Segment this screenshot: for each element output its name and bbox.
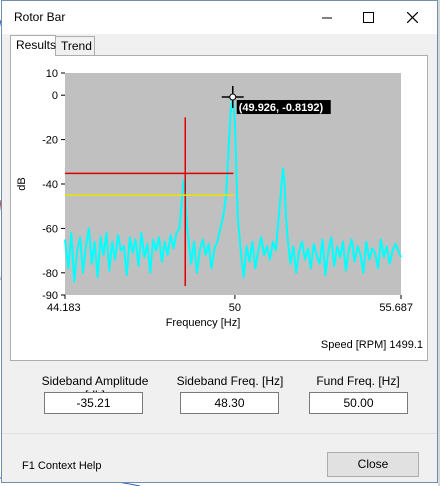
peak-marker bbox=[229, 93, 237, 101]
x-tick-label: 44.183 bbox=[47, 302, 81, 314]
y-tick-label: -20 bbox=[42, 135, 58, 147]
y-tick-label: 0 bbox=[52, 90, 58, 102]
maximize-button[interactable] bbox=[346, 1, 390, 34]
y-tick-label: -60 bbox=[42, 223, 58, 235]
context-help-text: F1 Context Help bbox=[22, 460, 102, 472]
close-window-button[interactable] bbox=[390, 1, 434, 34]
maximize-icon bbox=[362, 12, 374, 23]
title-bar: Rotor Bar bbox=[2, 1, 437, 34]
sideband-freq-field[interactable]: 48.30 bbox=[180, 392, 279, 414]
results-panel: 10 0 -20 -40 -60 -80 -90 44.183 50 55.687 Frequenc… bbox=[10, 55, 428, 361]
x-tick-label: 50 bbox=[229, 302, 241, 314]
tab-results[interactable]: Results bbox=[10, 35, 56, 56]
tab-trend[interactable]: Trend bbox=[55, 36, 95, 55]
speed-readout: Speed [RPM] 1499.1 bbox=[320, 339, 423, 351]
minimize-icon bbox=[322, 17, 332, 18]
fund-freq-label: Fund Freq. [Hz] bbox=[316, 374, 400, 388]
x-tick-label: 55.687 bbox=[379, 302, 413, 314]
minimize-button[interactable] bbox=[305, 1, 349, 34]
marker-label: (49.926, -0.8192) bbox=[239, 102, 324, 114]
window-title: Rotor Bar bbox=[14, 10, 66, 24]
y-tick-label: -90 bbox=[42, 290, 58, 302]
y-tick-label: 10 bbox=[46, 68, 58, 80]
sideband-amplitude-field[interactable]: -35.21 bbox=[44, 392, 143, 414]
fund-freq-field[interactable]: 50.00 bbox=[309, 392, 408, 414]
y-tick-label: -80 bbox=[42, 268, 58, 280]
footer-divider bbox=[2, 433, 437, 434]
x-axis-label: Frequency [Hz] bbox=[166, 317, 241, 329]
close-icon bbox=[406, 12, 418, 23]
marker-label-bg bbox=[236, 100, 331, 115]
close-button[interactable]: Close bbox=[327, 452, 419, 477]
y-tick-label: -40 bbox=[42, 179, 58, 191]
y-axis-label: dB bbox=[16, 177, 28, 190]
sideband-freq-label: Sideband Freq. [Hz] bbox=[176, 374, 284, 388]
